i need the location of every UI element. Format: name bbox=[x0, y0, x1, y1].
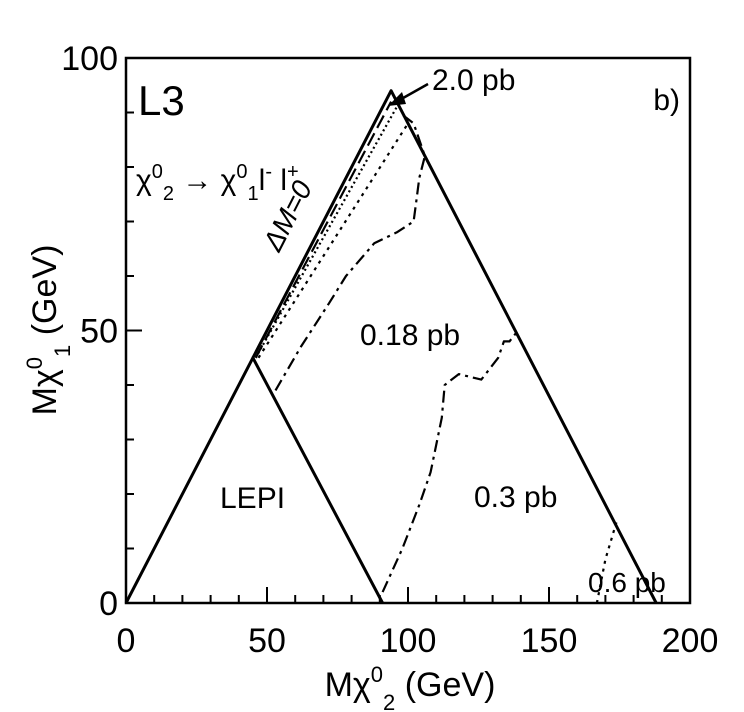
experiment-label: L3 bbox=[138, 77, 185, 124]
x-tick-label: 200 bbox=[662, 622, 719, 660]
x-tick-label: 0 bbox=[117, 622, 136, 660]
label-06pb: 0.6 pb bbox=[588, 567, 666, 598]
lep1-boundary bbox=[124, 356, 384, 604]
kinematic-boundary bbox=[251, 89, 658, 604]
contour-5 bbox=[381, 329, 519, 593]
contour-1 bbox=[254, 101, 393, 359]
y-axis-label: Mχ01 (GeV) bbox=[22, 245, 75, 416]
process-label: χ02 → χ01l- l+ bbox=[136, 161, 299, 205]
x-tick-label: 150 bbox=[521, 622, 578, 660]
label-delta-m: ΔM=0 bbox=[256, 175, 318, 256]
label-2pb: 2.0 pb bbox=[432, 64, 515, 97]
contour-4 bbox=[274, 111, 426, 391]
y-tick-label: 50 bbox=[80, 313, 118, 351]
x-axis-label: Mχ02 (GeV) bbox=[325, 662, 496, 712]
label-03pb: 0.3 pb bbox=[474, 481, 557, 514]
y-tick-label: 0 bbox=[99, 585, 118, 623]
arrow-head bbox=[388, 92, 406, 106]
panel-label: b) bbox=[653, 84, 680, 117]
x-tick-label: 100 bbox=[380, 622, 437, 660]
label-018pb: 0.18 pb bbox=[360, 319, 460, 352]
label-lepi: LEPI bbox=[220, 482, 285, 515]
x-tick-label: 50 bbox=[248, 622, 286, 660]
y-tick-label: 100 bbox=[61, 40, 118, 78]
